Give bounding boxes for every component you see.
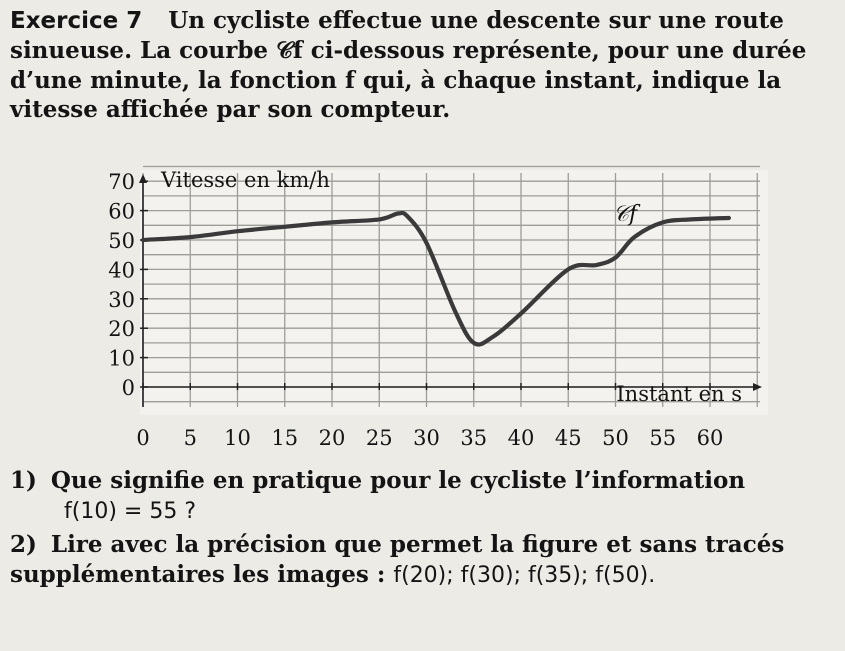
question-1: 1) Que signifie en pratique pour le cycli… — [10, 466, 830, 526]
y-tick-label: 60 — [108, 200, 135, 224]
x-tick-label: 50 — [602, 426, 629, 450]
chart-container: 0 10 20 30 40 50 60 70 0 5 10 15 20 25 30 35 40 45 50 55 60 V… — [95, 165, 775, 457]
x-tick-label: 0 — [136, 426, 149, 450]
y-axis-label: Vitesse en km/h — [160, 168, 330, 192]
x-tick-label: 25 — [366, 426, 393, 450]
chart-paper — [140, 170, 768, 415]
x-axis-arrow — [753, 383, 762, 391]
speed-chart: 0 10 20 30 40 50 60 70 0 5 10 15 20 25 30 35 40 45 50 55 60 V… — [108, 165, 768, 450]
x-tick-label: 15 — [271, 426, 298, 450]
y-tick-label: 20 — [108, 317, 135, 341]
question-2-formula: f(20); f(30); f(35); f(50). — [393, 562, 656, 588]
question-1-number: 1) — [10, 467, 37, 494]
question-2-text: Lire avec la précision que permet la fig… — [10, 531, 785, 588]
x-tick-label: 45 — [555, 426, 582, 450]
x-axis-label: Instant en s — [616, 382, 742, 406]
x-tick-label: 40 — [508, 426, 535, 450]
exercise-intro: Un cycliste effectue une descente sur un… — [10, 7, 807, 124]
y-tick-label: 70 — [108, 170, 135, 194]
x-tick-label: 30 — [413, 426, 440, 450]
y-tick-label: 0 — [122, 376, 135, 400]
curve-label: 𝒞f — [613, 202, 641, 227]
x-tick-label: 10 — [224, 426, 251, 450]
y-tick-label: 40 — [108, 258, 135, 282]
x-tick-label: 5 — [184, 426, 197, 450]
x-tick-label: 60 — [697, 426, 724, 450]
question-2-number: 2) — [10, 531, 37, 558]
x-tick-label: 35 — [460, 426, 487, 450]
x-tick-label: 55 — [649, 426, 676, 450]
curve-cf — [140, 210, 731, 347]
y-tick-label: 50 — [108, 229, 135, 253]
question-1-text: Que signifie en pratique pour le cyclist… — [50, 467, 746, 494]
question-1-formula: f(10) = 55 ? — [64, 498, 196, 524]
question-2: 2) Lire avec la précision que permet la f… — [10, 530, 830, 590]
exercise-header: Exercice 7 Un cycliste effectue une desce… — [10, 6, 835, 125]
x-tick-label: 20 — [319, 426, 346, 450]
y-tick-label: 10 — [108, 347, 135, 371]
exercise-title: Exercice 7 — [10, 8, 143, 34]
y-tick-label: 30 — [108, 288, 135, 312]
